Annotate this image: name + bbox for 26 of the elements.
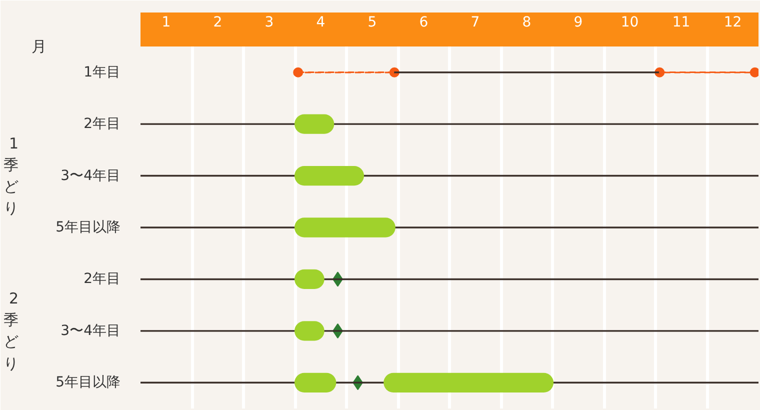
x-tick-label: 1 (162, 14, 171, 30)
x-tick-label: 7 (470, 14, 480, 30)
bar (294, 218, 396, 238)
x-tick-label: 6 (419, 14, 428, 30)
text: 1季どり (4, 134, 19, 218)
x-tick-label: 5 (368, 14, 377, 30)
y-tick-label: 2年目 (84, 116, 121, 132)
x-tick-label: 11 (672, 14, 690, 30)
point (750, 67, 758, 78)
x-tick-label: 2 (213, 14, 222, 30)
x-tick-label: 12 (724, 14, 742, 30)
text: 2季どり (4, 290, 19, 372)
y-tick-label: 2年目 (84, 271, 121, 288)
x-tick-label: 4 (316, 14, 326, 30)
y-tick-label: 5年目以降 (56, 374, 121, 391)
y-tick-label: 5年目以降 (56, 220, 121, 236)
x-tick-label: 8 (522, 14, 532, 30)
bar (294, 166, 364, 186)
y-tick-label: 1年目 (84, 64, 121, 80)
x-tick-label: 9 (574, 14, 583, 30)
x-tick-label: 10 (620, 14, 639, 30)
y-tick-label: 3〜4年目 (60, 168, 121, 184)
y-tick-label: 3〜4年目 (60, 322, 121, 339)
bar (384, 372, 554, 392)
x-axis-title: 月 (32, 38, 47, 56)
x-tick-label: 3 (264, 14, 274, 30)
